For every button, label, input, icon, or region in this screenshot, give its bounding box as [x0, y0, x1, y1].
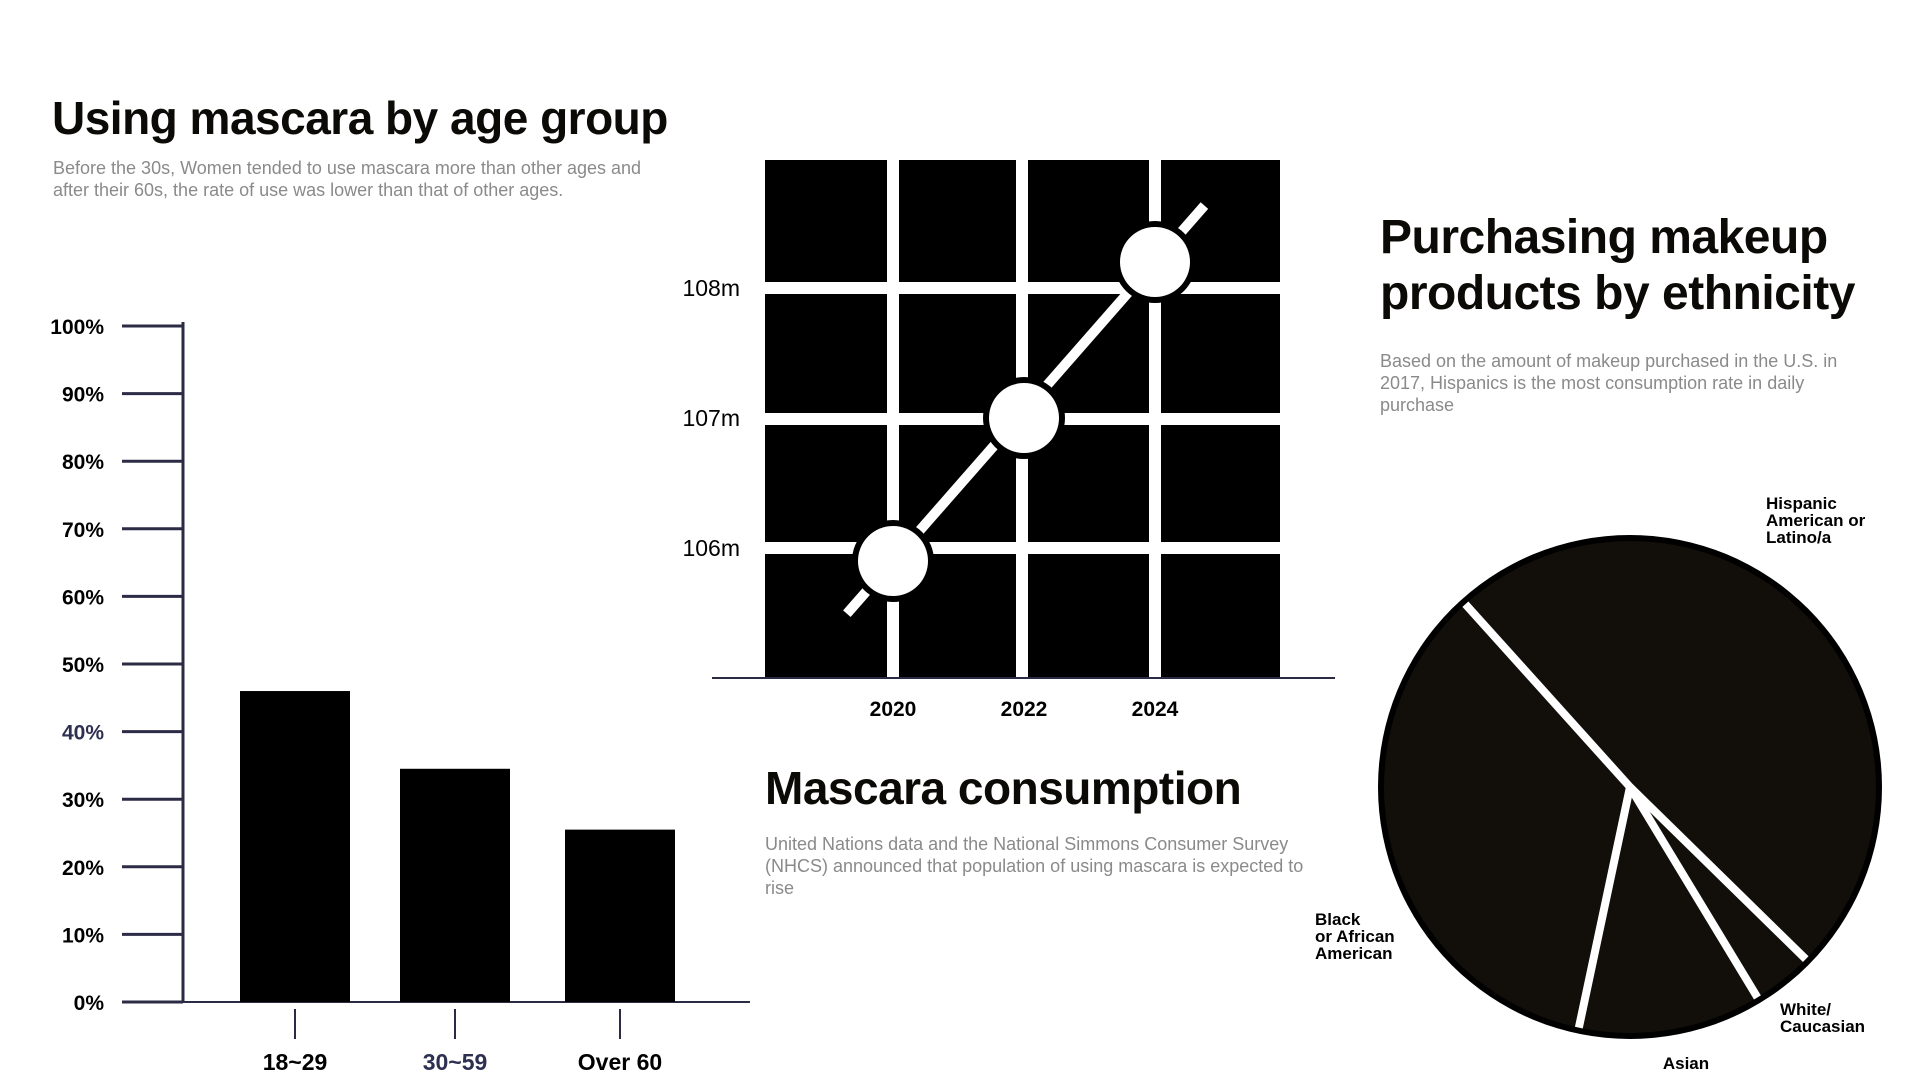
line-chart-subtitle: United Nations data and the National Sim… — [765, 834, 1304, 898]
y-tick-label: 107m — [682, 405, 740, 431]
bar — [240, 691, 350, 1002]
data-point — [989, 383, 1059, 453]
x-tick-label: 18~29 — [263, 1049, 328, 1075]
pie-label: Hispanic American or Latino/a — [1766, 494, 1866, 547]
pie-separator — [1627, 784, 1809, 962]
bar-chart-title: Using mascara by age group — [52, 92, 668, 144]
pie-slice — [1630, 787, 1806, 998]
y-tick-label: 20% — [62, 857, 104, 880]
pie-slice — [1384, 604, 1630, 1028]
line-chart-title: Mascara consumption — [765, 762, 1242, 814]
pie-chart-subtitle: Based on the amount of makeup purchased … — [1380, 351, 1838, 415]
bar — [565, 829, 675, 1002]
data-point — [858, 526, 928, 596]
x-tick-label: 2022 — [1001, 698, 1048, 721]
x-tick-label: 2024 — [1132, 698, 1179, 721]
y-tick-label: 80% — [62, 451, 104, 474]
pie-label: Black or African American — [1315, 910, 1395, 963]
y-tick-label: 90% — [62, 384, 104, 407]
y-tick-label: 100% — [50, 316, 104, 339]
pie-chart: Hispanic American or Latino/a White/Caucasi… — [1315, 494, 1882, 1073]
line-chart: 106m 107m 108m 2020 2022 2024 — [682, 160, 1335, 721]
pie-label: Asian — [1663, 1054, 1709, 1073]
y-tick-label: 50% — [62, 654, 104, 677]
pie-slice — [1465, 541, 1876, 960]
pie-separator — [1462, 601, 1633, 790]
y-tick-label: 0% — [74, 992, 105, 1015]
pie-chart-title: Purchasing makeup products by ethnicity — [1380, 211, 1855, 320]
pie-label: White/Caucasian — [1780, 1000, 1865, 1036]
bar-chart-subtitle: Before the 30s, Women tended to use masc… — [53, 158, 642, 200]
y-tick-label: 60% — [62, 586, 104, 609]
x-tick-label: Over 60 — [578, 1049, 662, 1075]
pie-slice — [1578, 787, 1758, 1033]
y-tick-label: 106m — [682, 535, 740, 561]
bar — [400, 768, 510, 1002]
bar-chart: 0% 10% 20% 30% 40% 50% 60% 70% 80% 90% 100% 18~29 30… — [50, 316, 750, 1075]
pie-separator — [1626, 784, 1761, 1000]
y-tick-label: 108m — [682, 275, 740, 301]
y-tick-label: 40% — [62, 722, 104, 745]
y-tick-label: 30% — [62, 789, 104, 812]
x-tick-label: 2020 — [870, 698, 917, 721]
x-tick-label: 30~59 — [423, 1049, 488, 1075]
y-tick-label: 70% — [62, 519, 104, 542]
data-point — [1120, 227, 1190, 297]
y-tick-label: 10% — [62, 924, 104, 947]
pie-separator — [1574, 786, 1634, 1029]
